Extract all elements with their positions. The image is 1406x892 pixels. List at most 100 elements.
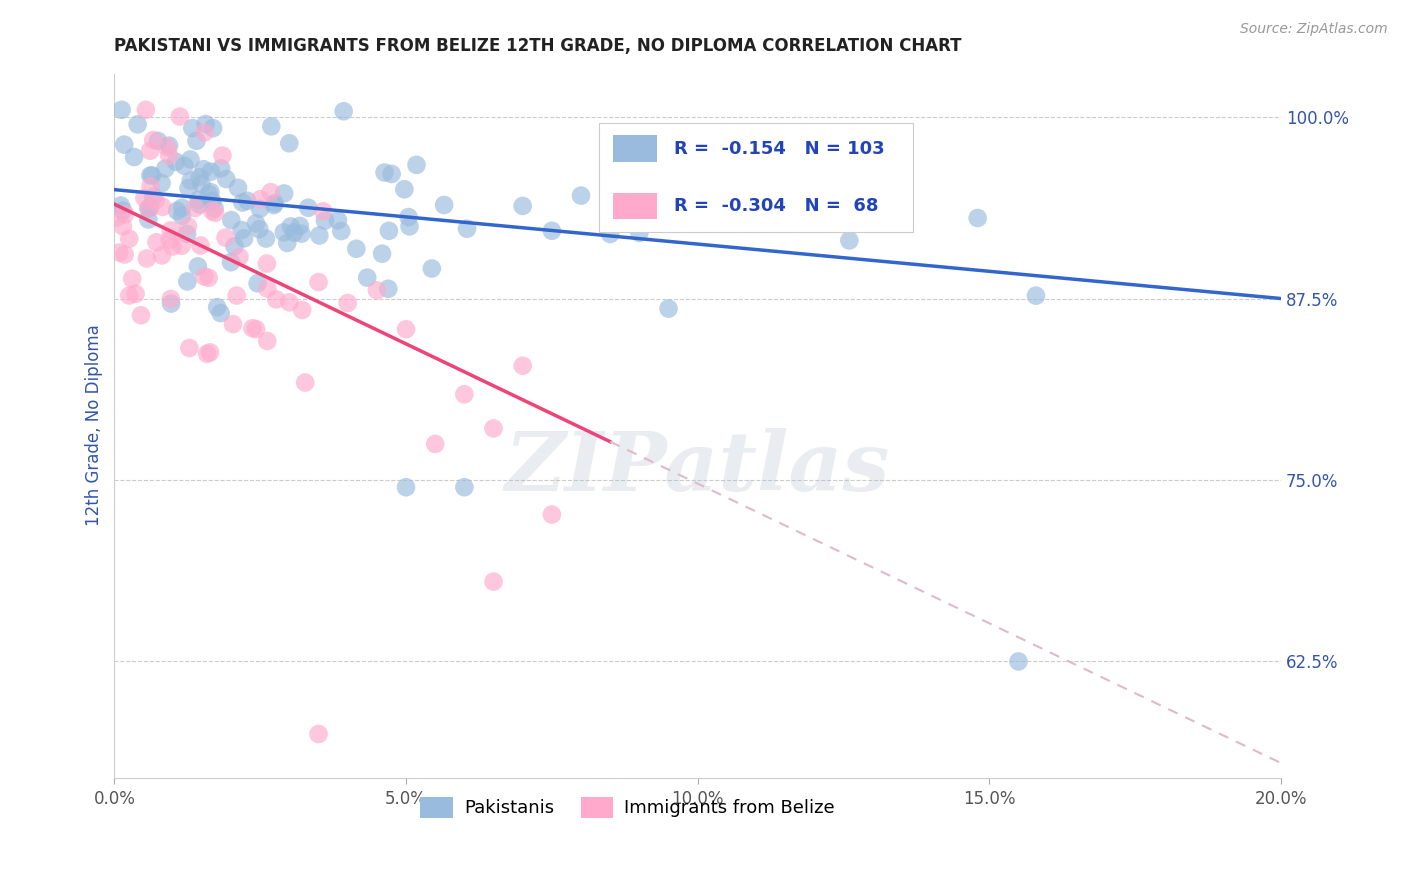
Point bbox=[157, 138, 180, 153]
Point bbox=[193, 269, 215, 284]
Point bbox=[225, 288, 247, 302]
Point bbox=[226, 181, 249, 195]
Point bbox=[224, 239, 246, 253]
Point bbox=[177, 181, 200, 195]
Point bbox=[138, 212, 160, 227]
Point bbox=[129, 308, 152, 322]
Point bbox=[142, 189, 165, 203]
Point bbox=[405, 158, 427, 172]
Point bbox=[256, 334, 278, 348]
Point bbox=[398, 219, 420, 234]
Point bbox=[394, 182, 416, 196]
Point bbox=[278, 136, 301, 151]
Point bbox=[453, 480, 475, 494]
Point bbox=[371, 246, 394, 260]
Point bbox=[177, 219, 200, 234]
Point bbox=[209, 161, 232, 176]
Point bbox=[181, 121, 204, 136]
Point bbox=[110, 198, 132, 212]
Point bbox=[145, 235, 167, 250]
Point bbox=[200, 164, 222, 178]
Point bbox=[231, 223, 253, 237]
Point bbox=[118, 232, 141, 246]
Point bbox=[166, 203, 188, 218]
Point bbox=[260, 120, 283, 134]
Point bbox=[160, 296, 183, 310]
Point bbox=[172, 201, 194, 215]
Point bbox=[541, 224, 564, 238]
Point bbox=[135, 103, 157, 117]
Bar bbox=[613, 136, 657, 162]
Point bbox=[202, 121, 225, 136]
Point bbox=[228, 250, 250, 264]
Point bbox=[330, 224, 353, 238]
Point bbox=[150, 248, 173, 262]
Point bbox=[628, 226, 651, 240]
Point bbox=[482, 421, 505, 435]
Point bbox=[398, 210, 420, 224]
Point bbox=[180, 173, 202, 187]
Point bbox=[193, 162, 215, 177]
Point bbox=[312, 204, 335, 219]
Point bbox=[138, 201, 160, 215]
Point bbox=[291, 302, 314, 317]
Point bbox=[111, 219, 134, 234]
Point bbox=[127, 117, 149, 131]
Point bbox=[195, 347, 218, 361]
Point bbox=[162, 239, 184, 253]
Point bbox=[141, 169, 163, 183]
Point bbox=[188, 170, 211, 185]
Point bbox=[159, 233, 181, 247]
Point bbox=[111, 103, 134, 117]
Point bbox=[288, 219, 311, 233]
Legend: Pakistanis, Immigrants from Belize: Pakistanis, Immigrants from Belize bbox=[413, 789, 842, 825]
Point bbox=[247, 222, 270, 236]
Point bbox=[456, 221, 478, 235]
Text: ZIPatlas: ZIPatlas bbox=[505, 428, 890, 508]
Point bbox=[197, 186, 219, 201]
Point bbox=[170, 209, 193, 223]
Point bbox=[482, 574, 505, 589]
Point bbox=[107, 211, 129, 225]
Point bbox=[139, 201, 162, 215]
Point bbox=[838, 234, 860, 248]
Point bbox=[139, 179, 162, 194]
Point bbox=[118, 288, 141, 302]
Point bbox=[314, 213, 336, 227]
Bar bbox=[613, 193, 657, 219]
Point bbox=[283, 226, 305, 240]
Point bbox=[280, 219, 302, 234]
Point bbox=[233, 231, 256, 245]
Point bbox=[165, 154, 187, 169]
Point bbox=[260, 185, 283, 199]
Point bbox=[187, 193, 209, 207]
Point bbox=[512, 199, 534, 213]
Point bbox=[326, 213, 349, 227]
Point bbox=[114, 247, 136, 261]
Point bbox=[176, 275, 198, 289]
Point bbox=[156, 140, 179, 154]
Point bbox=[201, 194, 224, 208]
Point bbox=[599, 227, 621, 241]
Point bbox=[187, 260, 209, 274]
Point bbox=[245, 216, 267, 230]
Point bbox=[194, 117, 217, 131]
Point bbox=[215, 172, 238, 186]
Point bbox=[145, 193, 167, 207]
Text: R =  -0.304   N =  68: R = -0.304 N = 68 bbox=[675, 197, 879, 215]
Point bbox=[657, 301, 679, 316]
Point bbox=[121, 271, 143, 285]
Point bbox=[152, 200, 174, 214]
Point bbox=[308, 228, 330, 243]
Point bbox=[256, 281, 278, 295]
Point bbox=[512, 359, 534, 373]
Point bbox=[139, 169, 162, 183]
Point bbox=[179, 341, 201, 355]
Text: R =  -0.154   N = 103: R = -0.154 N = 103 bbox=[675, 140, 884, 158]
Point bbox=[190, 177, 212, 191]
Point bbox=[264, 293, 287, 307]
Point bbox=[249, 192, 271, 206]
Bar bbox=[599, 123, 914, 232]
Point bbox=[569, 188, 592, 202]
Text: Source: ZipAtlas.com: Source: ZipAtlas.com bbox=[1240, 22, 1388, 37]
